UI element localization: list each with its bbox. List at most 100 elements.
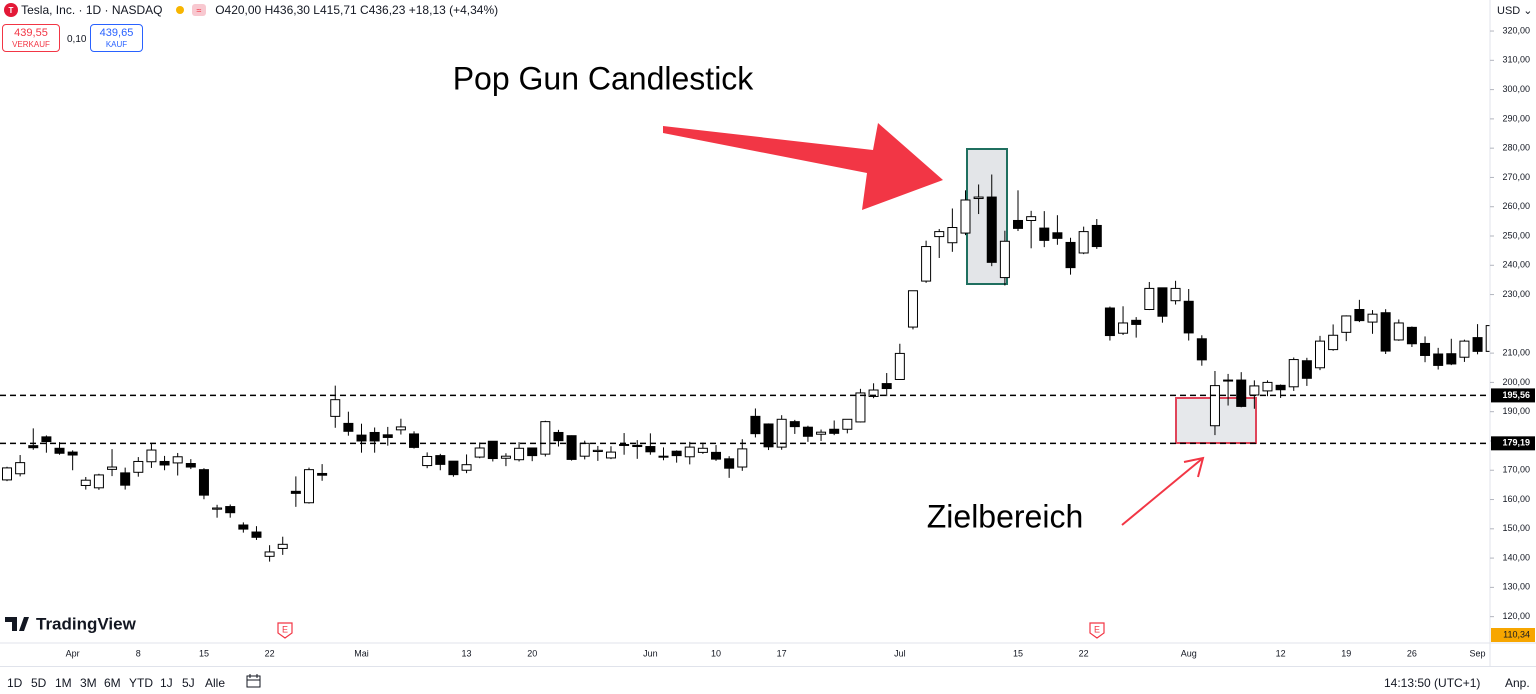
range-button[interactable]: 1M (55, 676, 72, 690)
header: T Tesla, Inc. · 1D · NASDAQ ≈ O420,00 H4… (4, 3, 498, 17)
candle-body (1157, 287, 1168, 317)
arrow (1121, 457, 1204, 526)
candle-body (1013, 219, 1024, 229)
candle-body (999, 240, 1010, 279)
candle-body (277, 543, 288, 549)
status-icons: ≈ (175, 4, 206, 16)
range-button[interactable]: 5J (182, 676, 195, 690)
candle-body (107, 466, 118, 470)
x-tick-label: 8 (136, 648, 141, 658)
range-button[interactable]: 1J (160, 676, 173, 690)
y-tick-label: 290,00 (1502, 113, 1530, 123)
candle-body (1091, 224, 1102, 248)
clock: 14:13:50 (UTC+1) (1384, 676, 1481, 690)
candle-body (395, 426, 406, 431)
candle-body (514, 447, 525, 461)
candle-body (409, 433, 420, 448)
earnings-marker[interactable] (277, 622, 293, 639)
candle-body (1354, 308, 1365, 322)
range-button[interactable]: 5D (31, 676, 47, 690)
candle-body (1380, 312, 1391, 352)
chart: E E TradingView 120,00 130,00 140,00 150,00… (0, 0, 1536, 666)
candle-body (15, 462, 26, 475)
candle-body (1420, 342, 1431, 356)
sell-button[interactable]: 439,55 VERKAUF (2, 24, 60, 52)
buy-button[interactable]: 439,65 KAUF (90, 24, 143, 52)
candle-body (605, 451, 616, 459)
level-label: 195,56 (1502, 390, 1530, 400)
arrow-head (1183, 456, 1205, 478)
candle-body (461, 464, 472, 471)
candle-body (1367, 313, 1378, 323)
candle-body (435, 455, 446, 465)
candle-body (1485, 325, 1490, 352)
candle-body (120, 472, 131, 486)
candle-body (474, 447, 485, 458)
ohlc-change: +18,13 (+4,34%) (408, 3, 499, 17)
candle-body (894, 352, 905, 380)
candle-body (1249, 385, 1260, 396)
candle-body (658, 455, 669, 458)
candle-body (487, 440, 498, 460)
range-button[interactable]: 6M (104, 676, 121, 690)
candle-body (146, 449, 157, 463)
candle-body (1039, 227, 1050, 241)
y-tick-label: 230,00 (1502, 289, 1530, 299)
candle-body (1223, 379, 1234, 382)
candle-body (579, 442, 590, 457)
toolbar: 1D 5D 1M 3M 6M YTD 1J 5J Alle 14:13:50 (… (0, 666, 1536, 694)
candle-body (80, 479, 91, 486)
currency-button[interactable]: USD ⌄ (1497, 5, 1533, 17)
candle-body (1078, 231, 1089, 254)
candle-body (303, 469, 314, 504)
range-button[interactable]: Alle (205, 676, 226, 690)
candle-body (789, 421, 800, 428)
earnings: E E (277, 622, 1105, 639)
x-tick-label: 13 (462, 648, 472, 658)
level-label: 179,19 (1502, 438, 1530, 448)
candle-body (264, 551, 275, 557)
ohlc-key: O (215, 3, 225, 17)
candle-body (671, 450, 682, 457)
x-tick-label: Jun (643, 648, 658, 658)
y-tick-label: 200,00 (1502, 377, 1530, 387)
date-range-icon[interactable] (246, 673, 262, 689)
earnings-label: E (1094, 624, 1100, 634)
range-button[interactable]: YTD (129, 676, 153, 690)
adjust-button[interactable]: Anp. (1505, 676, 1530, 690)
candle-body (317, 472, 328, 476)
annotation: Zielbereich (927, 498, 1084, 534)
candle-body (566, 435, 577, 460)
y-tick-label: 270,00 (1502, 172, 1530, 182)
range-button[interactable]: 3M (80, 676, 97, 690)
ohlc-value: 436,30 (273, 3, 310, 17)
candle-body (1026, 216, 1037, 221)
candle-body (816, 431, 827, 435)
y-tick-label: 150,00 (1502, 523, 1530, 533)
candle-body (527, 447, 538, 457)
candle-body (1433, 353, 1444, 366)
y-tick-label: 240,00 (1502, 260, 1530, 270)
candle-body (724, 458, 735, 469)
price-marker (1491, 628, 1535, 642)
candle-body (1472, 337, 1483, 352)
candle-body (868, 389, 879, 397)
earnings-marker[interactable] (1089, 622, 1105, 639)
candle-body (1131, 319, 1142, 325)
candle-body (855, 392, 866, 423)
candle-body (185, 463, 196, 468)
candle-body (947, 227, 958, 244)
candle-body (1275, 384, 1286, 391)
candle-body (592, 449, 603, 453)
candle-body (960, 199, 971, 234)
symbol-title[interactable]: Tesla, Inc. · 1D · NASDAQ (21, 3, 163, 17)
candle-body (934, 231, 945, 238)
candle-body (632, 444, 643, 448)
level-label-box (1491, 436, 1535, 451)
range-button[interactable]: 1D (7, 676, 23, 690)
candle-body (881, 383, 892, 390)
candle-body (172, 456, 183, 464)
candle-body (1446, 353, 1457, 365)
candle-body (28, 445, 39, 449)
ohlc-value: 436,23 (368, 3, 406, 17)
